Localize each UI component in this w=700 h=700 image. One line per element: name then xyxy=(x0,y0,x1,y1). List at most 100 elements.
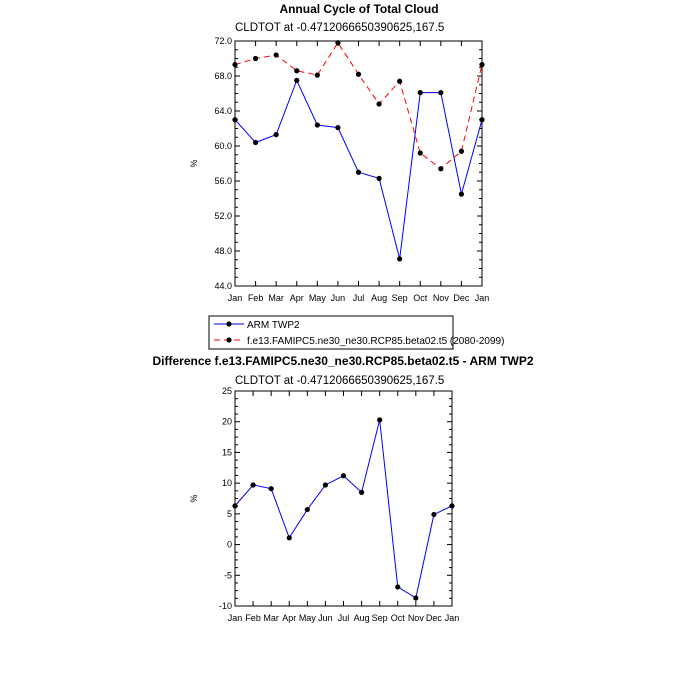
data-point xyxy=(397,78,403,84)
data-point xyxy=(438,90,444,96)
data-point xyxy=(335,40,341,46)
series-line-2 xyxy=(234,41,483,170)
x-tick-label-dec: Dec xyxy=(453,293,470,303)
x-tick-label-mar: Mar xyxy=(268,293,284,303)
chart1-plot-area: 44.0 48.0 52.0 56.0 60.0 64.0 68.0 72.0 Jan Feb Ma… xyxy=(189,36,489,303)
legend-label-arm: ARM TWP2 xyxy=(247,320,300,331)
y-tick-label: 10 xyxy=(222,478,232,488)
x-tick-label-aug: Aug xyxy=(354,613,370,623)
chart2-title: Difference f.e13.FAMIPC5.ne30_ne30.RCP85… xyxy=(152,354,533,368)
y-tick-label: 64.0 xyxy=(214,106,232,116)
x-tick-label-jan: Jan xyxy=(228,293,243,303)
data-point xyxy=(273,52,279,58)
y-axis-label: % xyxy=(189,159,199,167)
x-tick-label-aug: Aug xyxy=(371,293,387,303)
y-tick-label: 60.0 xyxy=(214,141,232,151)
data-point xyxy=(252,139,259,146)
y-tick-label: 15 xyxy=(222,447,232,457)
series-line-1 xyxy=(234,79,483,260)
x-tick-label-jun: Jun xyxy=(318,613,333,623)
x-tick-label-nov: Nov xyxy=(433,293,450,303)
y-tick-label: 52.0 xyxy=(214,211,232,221)
data-point xyxy=(413,595,419,601)
data-point xyxy=(314,122,320,128)
data-point xyxy=(252,55,259,62)
data-point xyxy=(458,148,465,154)
data-point xyxy=(273,132,279,138)
x-tick-label-jul: Jul xyxy=(338,613,350,623)
x-tick-label-jun: Jun xyxy=(331,293,346,303)
chart1-legend: ARM TWP2 f.e13.FAMIPC5.ne30_ne30.RCP85.b… xyxy=(208,315,504,350)
data-point xyxy=(479,62,485,68)
data-point xyxy=(232,503,238,509)
data-point xyxy=(458,191,465,197)
x-tick-label-feb: Feb xyxy=(245,613,261,623)
data-point xyxy=(322,482,329,488)
data-point xyxy=(304,506,310,513)
x-tick-label-jul: Jul xyxy=(353,293,365,303)
y-tick-label: -10 xyxy=(219,601,232,611)
x-tick-label-feb: Feb xyxy=(248,293,264,303)
chart1-subtitle: CLDTOT at -0.4712066650390625,167.5 xyxy=(235,22,444,34)
x-tick-label-nov: Nov xyxy=(408,613,425,623)
y-tick-label: 25 xyxy=(222,386,232,396)
data-point xyxy=(294,77,300,83)
x-tick-label-may: May xyxy=(299,613,317,623)
y-axis-label: % xyxy=(189,494,199,502)
data-point xyxy=(286,535,292,541)
data-point xyxy=(355,169,362,175)
data-point xyxy=(395,584,401,590)
data-point xyxy=(479,117,485,123)
data-point xyxy=(232,117,238,123)
data-point xyxy=(335,125,341,131)
x-tick-label-sep: Sep xyxy=(392,293,408,303)
legend-box xyxy=(208,315,454,350)
data-point xyxy=(417,90,423,96)
chart1-title: Annual Cycle of Total Cloud xyxy=(279,2,438,16)
y-tick-label: 0 xyxy=(227,540,232,550)
legend-marker-model xyxy=(226,337,232,343)
x-tick-label-apr: Apr xyxy=(290,293,304,303)
data-point xyxy=(314,72,320,78)
x-tick-label-sep: Sep xyxy=(372,613,388,623)
y-tick-label: 44.0 xyxy=(214,281,232,291)
y-tick-label: 20 xyxy=(222,417,232,427)
chart2-frame xyxy=(234,390,453,607)
data-point xyxy=(358,489,365,495)
y-tick-label: 68.0 xyxy=(214,71,232,81)
x-tick-label-jan: Jan xyxy=(228,613,243,623)
y-tick-label: 48.0 xyxy=(214,246,232,256)
data-point xyxy=(438,166,444,172)
legend-label-model: f.e13.FAMIPC5.ne30_ne30.RCP85.beta02.t5 … xyxy=(247,336,504,347)
x-tick-label-apr: Apr xyxy=(282,613,296,623)
data-point xyxy=(355,71,362,77)
data-point xyxy=(340,473,347,479)
y-tick-label: 72.0 xyxy=(214,36,232,46)
chart1-frame xyxy=(234,40,483,287)
x-tick-label-jan: Jan xyxy=(445,613,460,623)
legend-marker-arm xyxy=(226,321,232,327)
data-point xyxy=(232,62,238,68)
data-point xyxy=(376,175,382,181)
series-line-1 xyxy=(234,419,453,599)
data-point xyxy=(449,503,455,509)
x-tick-label-dec: Dec xyxy=(426,613,443,623)
data-point xyxy=(431,511,437,518)
x-tick-label-oct: Oct xyxy=(413,293,428,303)
data-point xyxy=(376,101,382,107)
data-point xyxy=(377,417,383,423)
chart2-subtitle: CLDTOT at -0.4712066650390625,167.5 xyxy=(235,375,444,387)
x-tick-label-oct: Oct xyxy=(391,613,406,623)
y-tick-label: -5 xyxy=(224,570,232,580)
data-point xyxy=(268,486,274,492)
y-tick-label: 5 xyxy=(227,509,232,519)
data-point xyxy=(250,482,256,488)
data-point xyxy=(417,150,423,156)
y-tick-label: 56.0 xyxy=(214,176,232,186)
data-point xyxy=(397,256,403,262)
x-tick-label-mar: Mar xyxy=(263,613,279,623)
data-point xyxy=(294,68,300,74)
x-tick-label-may: May xyxy=(309,293,327,303)
